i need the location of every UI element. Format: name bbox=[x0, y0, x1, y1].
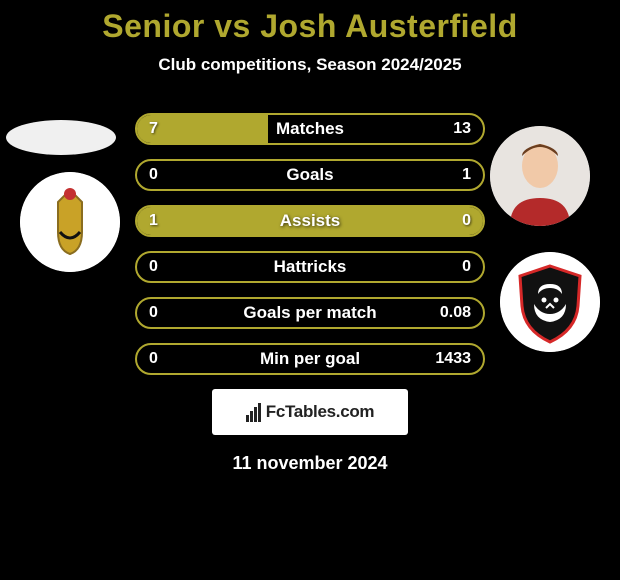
date-label: 11 november 2024 bbox=[0, 453, 620, 474]
stat-row: 0 Hattricks 0 bbox=[135, 251, 485, 283]
stat-left-value: 0 bbox=[149, 350, 158, 368]
player-right-avatar bbox=[490, 126, 590, 226]
stat-label: Min per goal bbox=[260, 349, 360, 369]
stat-row: 0 Goals 1 bbox=[135, 159, 485, 191]
stat-right-value: 1433 bbox=[435, 350, 471, 368]
stat-right-value: 0 bbox=[462, 258, 471, 276]
shield-icon bbox=[500, 252, 600, 352]
stat-left-value: 7 bbox=[149, 120, 158, 138]
stat-label: Matches bbox=[276, 119, 344, 139]
player-photo-icon bbox=[490, 126, 590, 226]
stat-left-value: 1 bbox=[149, 212, 158, 230]
stat-left-value: 0 bbox=[149, 258, 158, 276]
comparison-card: Senior vs Josh Austerfield Club competit… bbox=[0, 0, 620, 474]
bar-chart-icon bbox=[246, 403, 262, 422]
stat-right-value: 0.08 bbox=[440, 304, 471, 322]
stat-right-value: 1 bbox=[462, 166, 471, 184]
stat-label: Goals per match bbox=[243, 303, 376, 323]
stat-left-value: 0 bbox=[149, 304, 158, 322]
player-left-avatar bbox=[6, 120, 116, 155]
stat-row: 0 Min per goal 1433 bbox=[135, 343, 485, 375]
source-logo: FcTables.com bbox=[212, 389, 408, 435]
stat-row: 1 Assists 0 bbox=[135, 205, 485, 237]
stat-label: Assists bbox=[280, 211, 340, 231]
club-right-crest bbox=[500, 252, 600, 352]
stat-right-value: 13 bbox=[453, 120, 471, 138]
logo-text: FcTables.com bbox=[266, 402, 375, 422]
stat-left-value: 0 bbox=[149, 166, 158, 184]
stat-label: Goals bbox=[286, 165, 333, 185]
stat-label: Hattricks bbox=[274, 257, 347, 277]
subtitle: Club competitions, Season 2024/2025 bbox=[0, 55, 620, 75]
page-title: Senior vs Josh Austerfield bbox=[0, 8, 620, 45]
crest-icon bbox=[20, 172, 120, 272]
club-left-crest bbox=[20, 172, 120, 272]
comparison-bars: 7 Matches 13 0 Goals 1 1 Assists 0 0 Hattricks 0 0 Go… bbox=[135, 113, 485, 375]
stat-right-value: 0 bbox=[462, 212, 471, 230]
stat-row: 7 Matches 13 bbox=[135, 113, 485, 145]
stat-row: 0 Goals per match 0.08 bbox=[135, 297, 485, 329]
